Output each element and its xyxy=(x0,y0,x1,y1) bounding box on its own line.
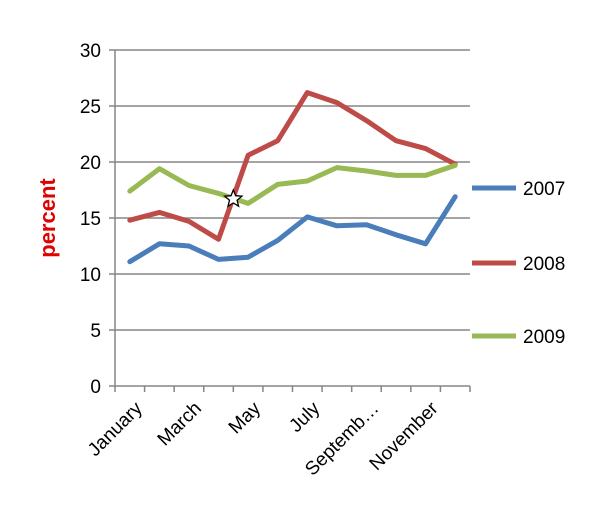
y-tick-label: 0 xyxy=(90,377,101,398)
x-tick-label: March xyxy=(154,398,206,450)
series-line-2007 xyxy=(127,194,458,265)
star-marker-icon xyxy=(223,188,244,208)
series-line-2009 xyxy=(127,162,458,206)
x-tick-label: May xyxy=(225,398,266,439)
y-axis-title: percent xyxy=(35,178,60,258)
x-tick-label: July xyxy=(285,398,324,437)
legend-label-2007: 2007 xyxy=(523,179,565,200)
legend-label-2008: 2008 xyxy=(523,254,565,275)
y-tick-label: 20 xyxy=(80,153,101,174)
y-tick-label: 5 xyxy=(90,321,101,342)
legend-label-2009: 2009 xyxy=(523,327,565,348)
y-tick-label: 25 xyxy=(80,97,101,118)
x-tick-label: January xyxy=(84,398,147,461)
y-tick-label: 30 xyxy=(80,41,101,62)
series-line-2008 xyxy=(127,90,458,242)
y-tick-label: 15 xyxy=(80,209,101,230)
y-tick-label: 10 xyxy=(80,265,101,286)
